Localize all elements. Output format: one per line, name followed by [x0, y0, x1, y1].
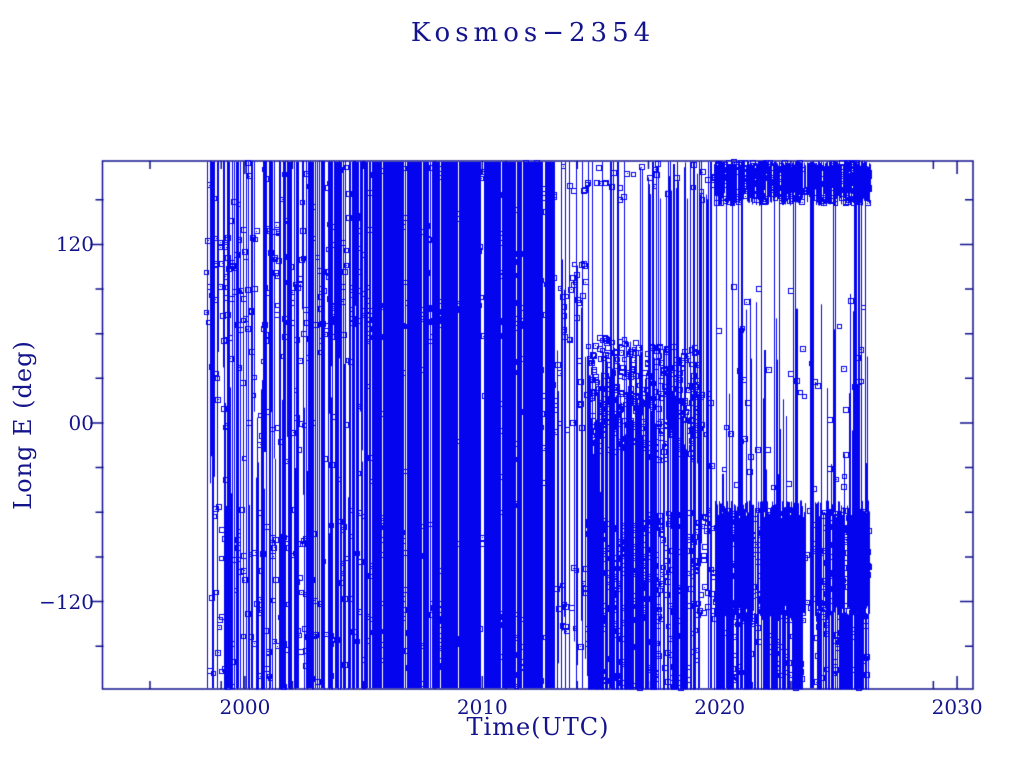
x-tick-label: 2030: [931, 695, 983, 719]
x-tick-label: 2020: [694, 695, 746, 719]
x-tick-label: 2010: [456, 695, 508, 719]
y-tick-label: 120: [55, 232, 94, 257]
x-tick-label: 2000: [219, 695, 271, 719]
y-tick-label: 00: [68, 410, 94, 435]
y-tick-label: −120: [39, 589, 94, 614]
chart-title: Kosmos−2354: [410, 18, 656, 48]
x-axis-label: Time(UTC): [466, 713, 610, 741]
